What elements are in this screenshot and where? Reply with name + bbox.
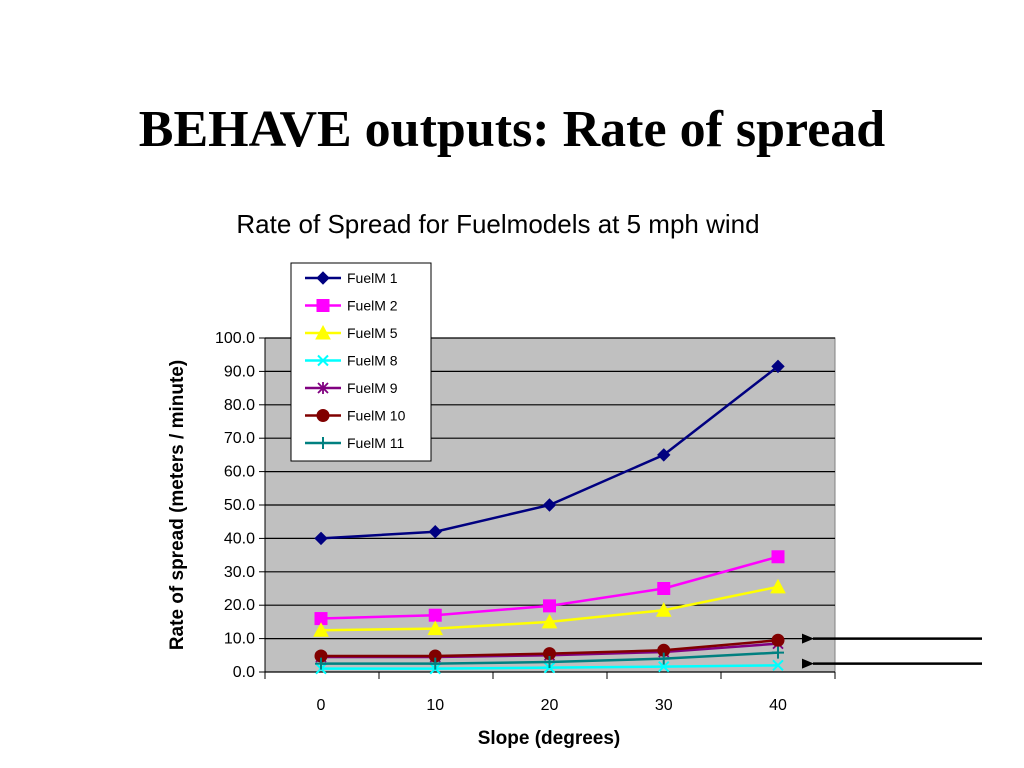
data-point <box>771 359 785 374</box>
y-tick-label: 10.0 <box>224 631 255 648</box>
data-point <box>657 448 671 462</box>
y-tick-label: 80.0 <box>224 397 255 414</box>
legend-label: FuelM 9 <box>347 380 398 396</box>
legend-item: FuelM 10 <box>305 408 406 424</box>
legend-marker <box>317 354 329 367</box>
y-tick-label: 20.0 <box>224 597 255 614</box>
data-point <box>771 633 785 647</box>
y-tick-label: 30.0 <box>224 564 255 581</box>
legend-item: FuelM 8 <box>305 353 398 369</box>
legend: FuelM 1 FuelM 2 FuelM 5 FuelM 8 FuelM 9 FuelM… <box>290 262 432 462</box>
x-tick-label: 0 <box>317 697 326 714</box>
data-point <box>770 578 786 594</box>
x-tick-label: 30 <box>655 697 673 714</box>
data-point <box>771 550 785 564</box>
data-point <box>428 525 442 539</box>
data-point <box>543 655 556 668</box>
y-tick-label: 70.0 <box>224 430 255 447</box>
legend-marker <box>317 437 329 449</box>
y-tick-label: 40.0 <box>224 530 255 547</box>
data-point <box>657 582 671 595</box>
annotations <box>802 633 982 669</box>
data-point <box>658 660 670 673</box>
data-point <box>429 657 442 670</box>
data-point <box>542 498 557 512</box>
y-tick-label: 100.0 <box>215 330 255 347</box>
y-tick-label: 90.0 <box>224 363 255 380</box>
data-point <box>315 657 327 670</box>
series-fuelm-11 <box>315 646 784 670</box>
y-tick-label: 60.0 <box>224 464 255 481</box>
data-point <box>313 622 329 637</box>
series-fuelm-5 <box>313 578 786 637</box>
data-point <box>772 659 784 672</box>
data-point <box>541 613 558 629</box>
y-axis-label: Rate of spread (meters / minute) <box>167 360 188 650</box>
legend-marker <box>316 271 330 285</box>
data-point <box>428 608 442 622</box>
axes: 0.0 10.0 20.0 30.0 40.0 50.0 60.0 70.0 80.0 90.0 1… <box>215 330 836 714</box>
x-tick-label: 10 <box>426 697 444 714</box>
legend-marker <box>316 299 330 312</box>
legend-label: FuelM 2 <box>347 298 398 314</box>
x-tick-label: 20 <box>541 697 559 714</box>
series-fuelm-2 <box>314 550 785 626</box>
slide-title: BEHAVE outputs: Rate of spread <box>138 101 886 158</box>
x-tick-label: 40 <box>769 697 787 714</box>
legend-marker <box>316 409 330 422</box>
legend-item: FuelM 11 <box>305 435 405 451</box>
legend-item: FuelM 2 <box>305 298 398 314</box>
chart-title: Rate of Spread for Fuelmodels at 5 mph w… <box>236 209 759 239</box>
data-point <box>427 620 444 636</box>
data-point <box>543 599 556 613</box>
legend-item: FuelM 9 <box>305 380 398 396</box>
series-fuelm-1 <box>314 359 785 546</box>
legend-label: FuelM 1 <box>347 270 398 286</box>
legend-label: FuelM 10 <box>347 408 406 424</box>
legend-marker <box>315 324 331 340</box>
legend-item: FuelM 1 <box>305 270 398 286</box>
legend-label: FuelM 8 <box>347 353 398 369</box>
legend-item: FuelM 5 <box>305 324 398 341</box>
data-point <box>772 646 784 659</box>
legend-label: FuelM 5 <box>347 325 398 341</box>
legend-box <box>290 262 432 462</box>
data-point <box>314 531 328 546</box>
y-tick-label: 50.0 <box>224 497 255 514</box>
legend-marker <box>317 382 329 394</box>
data-point <box>655 602 672 617</box>
x-axis-label: Slope (degrees) <box>478 728 621 749</box>
data-point <box>657 652 670 665</box>
y-tick-label: 0.0 <box>233 664 255 681</box>
legend-label: FuelM 11 <box>347 435 405 451</box>
series-group <box>313 359 786 675</box>
